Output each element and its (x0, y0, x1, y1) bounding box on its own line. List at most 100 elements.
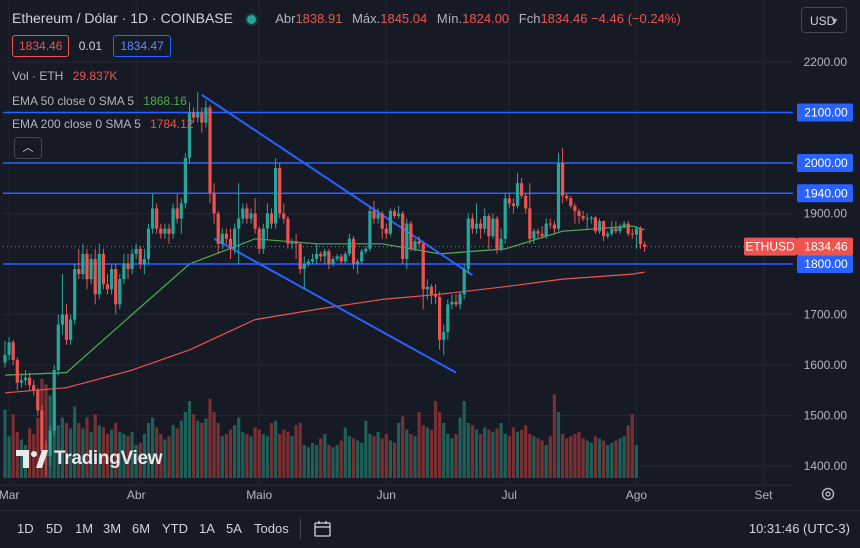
volume-bar (245, 434, 249, 478)
volume-bar (376, 431, 380, 478)
candle-body (347, 238, 351, 254)
candle-body (151, 208, 155, 229)
symbol-tag-label: ETHUSD (745, 240, 795, 254)
sell-price-button[interactable]: 1834.46 (12, 35, 70, 57)
candle-body (269, 213, 274, 224)
candle (48, 425, 52, 466)
volume-bar (298, 423, 302, 478)
candle-body (364, 248, 368, 252)
candle (606, 231, 610, 239)
clock-timezone[interactable]: 10:31:46 (UTC-3) (748, 521, 850, 536)
volume-bar (64, 423, 69, 478)
bottom-toolbar: 1D 5D 1M 3M 6M YTD 1A 5A Todos 10:31:46 … (0, 510, 860, 548)
volume-bar (511, 427, 515, 478)
candle (265, 203, 269, 239)
time-axis[interactable]: Mar Abr Maio Jun Jul Ago Set (0, 484, 793, 502)
collapse-legend-button[interactable]: ︿ (14, 137, 42, 159)
price-tick-label: 1600.00 (804, 358, 848, 372)
buy-price-button[interactable]: 1834.47 (113, 35, 171, 57)
tf-ytd-button[interactable]: YTD (162, 521, 188, 536)
candle (286, 216, 290, 249)
market-open-icon (244, 13, 258, 27)
volume-bar (581, 438, 585, 478)
horizontal-levels[interactable] (3, 111, 793, 265)
tf-6m-button[interactable]: 6M (132, 521, 151, 536)
volume-legend[interactable]: Vol · ETH 29.837K (12, 69, 117, 83)
candle (446, 299, 450, 340)
symbol-tag (744, 237, 797, 256)
candle (614, 221, 618, 234)
symbol-title[interactable]: Ethereum / Dólar · 1D · COINBASE (12, 10, 233, 26)
candle-body (97, 253, 101, 295)
candle-body (556, 163, 561, 229)
volume-bar (339, 440, 343, 478)
candle-body (60, 314, 64, 325)
candle (204, 99, 208, 128)
tf-5y-button[interactable]: 5A (226, 521, 242, 536)
ema200-legend[interactable]: EMA 200 close 0 SMA 5 1784.12 (12, 117, 193, 131)
candle (376, 208, 380, 224)
candle-body (499, 238, 503, 249)
volume-bar (192, 414, 196, 478)
level-price-label: 1940.00 (804, 186, 848, 200)
candle (503, 193, 507, 244)
date-range-icon[interactable] (313, 519, 333, 539)
candle (630, 228, 634, 239)
candle (130, 248, 134, 275)
candle (122, 253, 126, 285)
tf-3m-button[interactable]: 3M (103, 521, 122, 536)
gear-icon[interactable] (820, 486, 836, 502)
candle (306, 258, 310, 267)
candle (532, 228, 536, 244)
candle-body (89, 258, 93, 280)
candle-body (380, 213, 384, 229)
volume-bar (52, 401, 56, 478)
volume-bar (290, 436, 294, 478)
tf-all-button[interactable]: Todos (254, 521, 289, 536)
candle (507, 193, 511, 209)
candle-body (618, 226, 622, 232)
volume-bar (487, 429, 491, 478)
candle-body (204, 107, 208, 123)
candle (515, 173, 520, 209)
candle (216, 210, 220, 254)
candle (331, 256, 335, 267)
candle-body (442, 332, 446, 340)
candle-body (376, 213, 380, 219)
candle (462, 264, 466, 300)
candle (310, 253, 315, 264)
candle (364, 246, 368, 254)
tf-5d-button[interactable]: 5D (46, 521, 63, 536)
ema50-legend[interactable]: EMA 50 close 0 SMA 5 1868.16 (12, 94, 187, 108)
trendlines[interactable] (201, 93, 473, 374)
volume-bar (220, 436, 224, 478)
candle (368, 205, 372, 252)
candle-body (433, 294, 438, 297)
currency-selector[interactable]: USD ▼ (801, 7, 847, 33)
volume-bar (364, 420, 368, 478)
volume-bar (28, 428, 32, 478)
candle-body (466, 218, 470, 270)
candle (438, 291, 442, 350)
volume-bar (183, 412, 187, 478)
candle-body (343, 253, 347, 262)
volume-bar (622, 436, 626, 478)
volume-bar (114, 423, 118, 478)
candle-body (274, 168, 278, 224)
volume-bar (105, 434, 110, 478)
candle-body (15, 359, 19, 383)
ema200-path (4, 271, 645, 394)
candle (118, 274, 122, 310)
price-axis[interactable]: 1400.00 1500.00 1600.00 1700.00 1900.00 2200.… (744, 0, 860, 510)
volume-bar (335, 445, 339, 478)
candle (93, 248, 97, 305)
tf-1m-button[interactable]: 1M (75, 521, 94, 536)
tf-1d-button[interactable]: 1D (17, 521, 34, 536)
candle-body (548, 223, 552, 225)
volume-bar (466, 423, 470, 478)
candle-body (327, 251, 331, 264)
tf-1y-button[interactable]: 1A (199, 521, 215, 536)
volume-bar (204, 418, 208, 478)
volume-bar (507, 436, 511, 478)
